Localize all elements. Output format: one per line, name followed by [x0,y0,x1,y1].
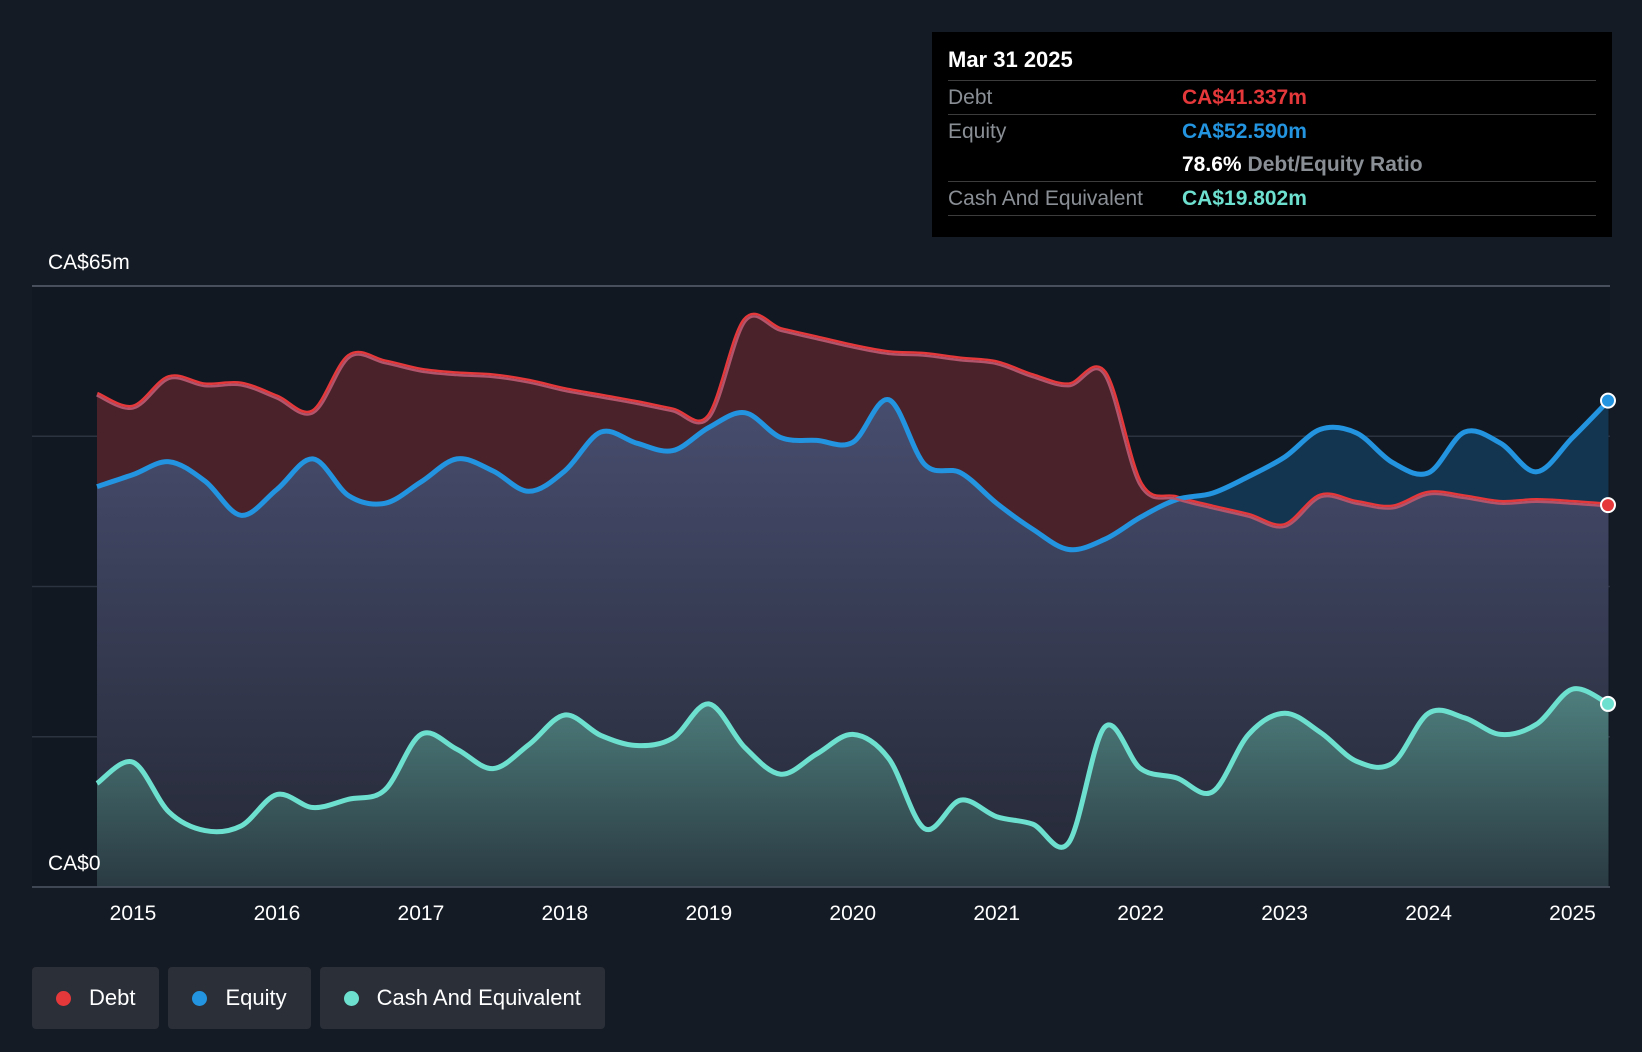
tooltip-row-ratio: 78.6% Debt/Equity Ratio [948,148,1596,181]
x-tick-label: 2023 [1261,902,1308,925]
legend-cash-label: Cash And Equivalent [376,985,581,1010]
cash-dot-icon [343,990,359,1006]
tooltip-cash-label: Cash And Equivalent [948,187,1143,210]
x-axis-ticks: 2015 2016 2017 2018 2019 2020 2021 2022 2023 2024… [110,902,1596,925]
x-tick-label: 2021 [973,902,1020,925]
legend-item-equity[interactable]: Equity [168,967,311,1029]
x-tick-label: 2024 [1405,902,1452,925]
debt-dot-icon [56,990,71,1006]
tooltip-ratio-label: Debt/Equity Ratio [1247,153,1423,176]
x-tick-label: 2015 [110,902,157,925]
tooltip-ratio-value: 78.6% [1182,153,1242,176]
tooltip-panel: Mar 31 2025 Debt CA$41.337m Equity CA$52… [932,32,1612,237]
debt-end-marker [1600,497,1616,514]
legend-item-cash[interactable]: Cash And Equivalent [319,967,605,1029]
x-tick-label: 2022 [1117,902,1164,925]
cash-area [97,688,1609,887]
tooltip-row-equity: Equity CA$52.590m [948,114,1596,148]
x-tick-label: 2017 [398,902,445,925]
equity-line [96,397,1611,553]
tooltip-equity-label: Equity [948,120,1007,143]
y-axis-max-label: CA$65m [48,251,130,274]
cash-line [95,686,1610,850]
tooltip-date: Mar 31 2025 [948,47,1073,72]
legend-equity-label: Equity [225,985,287,1010]
x-tick-label: 2025 [1549,902,1596,925]
x-tick-label: 2018 [541,902,588,925]
tooltip-cash-value: CA$19.802m [1182,187,1307,210]
debt-equity-chart: 2015 2016 2017 2018 2019 2020 2021 2022 2023 2024… [32,251,1616,925]
endpoint-markers [1600,392,1616,712]
cash-and-equivalent-end-marker [1600,695,1616,712]
legend-item-debt[interactable]: Debt [32,967,160,1029]
tooltip-row-cash: Cash And Equivalent CA$19.802m [948,181,1596,216]
tooltip-equity-value: CA$52.590m [1182,120,1307,143]
legend-debt-label: Debt [89,985,136,1010]
x-tick-label: 2016 [254,902,301,925]
tooltip-debt-label: Debt [948,86,993,109]
x-tick-label: 2020 [829,902,876,925]
equity-end-marker [1600,392,1616,409]
y-axis-min-label: CA$0 [48,852,101,875]
chart-legend: Debt Equity Cash And Equivalent [32,967,614,1029]
x-tick-label: 2019 [685,902,732,925]
tooltip-debt-value: CA$41.337m [1182,86,1307,109]
tooltip-row-debt: Debt CA$41.337m [948,80,1596,114]
equity-dot-icon [192,990,208,1006]
